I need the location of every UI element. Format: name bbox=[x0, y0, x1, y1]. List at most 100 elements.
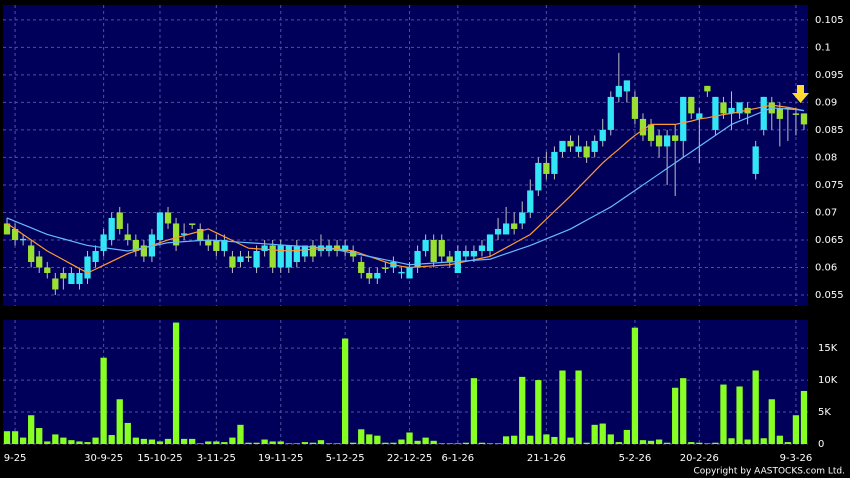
candle-body bbox=[293, 245, 300, 262]
volume-bar bbox=[736, 386, 743, 444]
volume-bar bbox=[551, 436, 558, 444]
volume-tick-label: 5K bbox=[818, 407, 831, 418]
volume-bar bbox=[269, 441, 276, 444]
candle-body bbox=[696, 113, 703, 119]
volume-bar bbox=[478, 442, 486, 444]
candle-body bbox=[486, 234, 494, 251]
candle-body bbox=[285, 245, 292, 268]
candle-body bbox=[446, 256, 453, 262]
volume-bar bbox=[792, 415, 800, 444]
volume-bar bbox=[350, 442, 357, 444]
volume-bar bbox=[623, 429, 631, 444]
candle-body bbox=[28, 245, 35, 262]
candle-body bbox=[567, 140, 574, 147]
candle-body bbox=[462, 250, 470, 257]
candle-body bbox=[237, 256, 244, 262]
candle-body bbox=[430, 239, 437, 262]
x-tick-label: 6-1-26 bbox=[441, 453, 474, 464]
candle-body bbox=[44, 267, 51, 273]
y-tick-label: 0.1 bbox=[815, 42, 831, 53]
candle-body bbox=[116, 212, 123, 229]
volume-bar bbox=[60, 437, 67, 444]
candle-body bbox=[205, 239, 212, 246]
volume-bar bbox=[221, 442, 228, 444]
candle-body bbox=[712, 96, 719, 130]
volume-bar bbox=[680, 378, 687, 444]
volume-bar bbox=[639, 440, 647, 444]
candle-body bbox=[366, 272, 373, 279]
volume-bar bbox=[535, 380, 542, 444]
volume-bar bbox=[406, 432, 413, 444]
volume-bar bbox=[744, 439, 751, 444]
volume-bar bbox=[36, 428, 43, 444]
volume-bar bbox=[696, 442, 703, 444]
candle-body bbox=[3, 223, 11, 235]
candle-body bbox=[776, 107, 783, 119]
candle-body bbox=[341, 245, 349, 251]
volume-bar bbox=[317, 440, 325, 444]
candle-body bbox=[663, 135, 671, 147]
volume-bar bbox=[462, 442, 470, 444]
volume-bar bbox=[486, 443, 494, 444]
moving-average-line bbox=[6, 104, 805, 274]
volume-bar bbox=[414, 440, 421, 444]
candle-body bbox=[655, 135, 663, 147]
volume-tick-label: 15K bbox=[818, 343, 838, 354]
candle-body bbox=[245, 256, 252, 258]
volume-bar bbox=[19, 437, 27, 444]
volume-bar bbox=[591, 424, 598, 444]
volume-bar bbox=[325, 443, 333, 444]
y-tick-label: 0.055 bbox=[815, 290, 844, 301]
volume-bar bbox=[784, 442, 792, 444]
x-tick-label: 9-3-26 bbox=[780, 453, 813, 464]
volume-bar bbox=[511, 435, 518, 444]
volume-bar bbox=[309, 442, 317, 444]
volume-panel bbox=[3, 320, 808, 444]
candle-body bbox=[197, 228, 204, 240]
volume-bar bbox=[172, 322, 180, 444]
arrow-icon bbox=[792, 85, 809, 103]
volume-bar bbox=[631, 327, 639, 444]
volume-bar bbox=[164, 438, 172, 444]
candle-body bbox=[527, 190, 534, 213]
candle-body bbox=[108, 217, 115, 240]
volume-bar bbox=[285, 443, 292, 444]
volume-bar bbox=[583, 442, 590, 444]
candle-body bbox=[414, 250, 421, 268]
candle-body bbox=[92, 250, 99, 262]
volume-bar bbox=[245, 442, 252, 444]
volume-bar bbox=[140, 438, 148, 444]
volume-bar bbox=[704, 443, 711, 444]
volume-bar bbox=[422, 437, 429, 444]
volume-bar bbox=[124, 422, 131, 444]
volume-bar bbox=[800, 390, 808, 444]
x-tick-label: 30-9-25 bbox=[84, 453, 123, 464]
volume-bar bbox=[92, 437, 99, 444]
candle-body bbox=[301, 245, 309, 257]
volume-bar bbox=[84, 442, 91, 444]
x-tick-label: 21-1-26 bbox=[527, 453, 566, 464]
y-tick-label: 0.085 bbox=[815, 125, 844, 136]
candle-body bbox=[213, 239, 220, 251]
candle-body bbox=[607, 96, 614, 130]
moving-average-line bbox=[6, 107, 805, 266]
volume-bar bbox=[430, 440, 437, 444]
candle-body bbox=[535, 162, 542, 191]
x-tick-label: 19-11-25 bbox=[258, 453, 303, 464]
volume-bar bbox=[567, 437, 574, 444]
y-tick-label: 0.07 bbox=[815, 207, 837, 218]
volume-bar bbox=[712, 442, 719, 444]
volume-bar bbox=[293, 443, 300, 444]
volume-bar bbox=[189, 438, 196, 444]
volume-bar bbox=[261, 439, 268, 444]
candle-body bbox=[52, 278, 59, 290]
candle-body bbox=[382, 267, 389, 269]
volume-bar bbox=[52, 434, 59, 444]
volume-bar bbox=[68, 440, 75, 444]
candle-body bbox=[100, 234, 107, 251]
volume-bar bbox=[382, 442, 389, 444]
candle-body bbox=[680, 96, 687, 141]
candle-body bbox=[792, 113, 800, 115]
candle-body bbox=[752, 146, 759, 174]
candle-body bbox=[672, 135, 679, 141]
